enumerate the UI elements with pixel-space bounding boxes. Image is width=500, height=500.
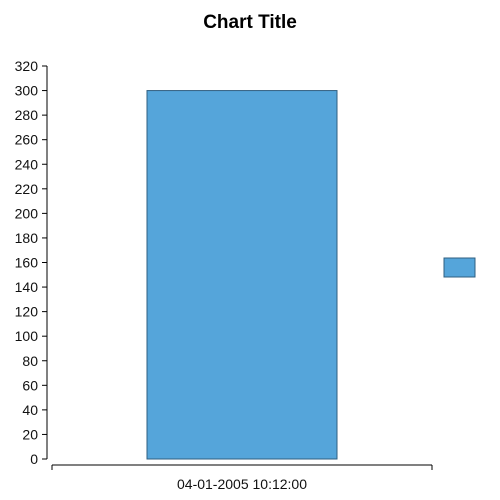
y-tick-label: 220	[15, 181, 39, 197]
y-tick-label: 140	[15, 279, 39, 295]
x-axis-ticks: 04-01-2005 10:12:00	[52, 465, 432, 492]
y-tick-label: 280	[15, 107, 39, 123]
y-tick-label: 300	[15, 83, 39, 99]
y-tick-label: 240	[15, 156, 39, 172]
y-tick-label: 120	[15, 304, 39, 320]
legend-swatch	[444, 258, 475, 277]
y-tick-label: 260	[15, 132, 39, 148]
y-tick-label: 0	[30, 451, 38, 467]
y-tick-label: 40	[22, 402, 38, 418]
bars	[147, 91, 337, 459]
y-tick-label: 200	[15, 205, 39, 221]
y-tick-label: 320	[15, 58, 39, 74]
x-tick-label: 04-01-2005 10:12:00	[177, 476, 307, 492]
y-tick-label: 100	[15, 328, 39, 344]
y-tick-label: 80	[22, 353, 38, 369]
bar	[147, 91, 337, 459]
y-tick-label: 20	[22, 426, 38, 442]
y-axis-ticks: 0 20 40 60 80 100 120 140 160 180 200 220 240 260 280 3…	[15, 58, 47, 467]
legend	[444, 258, 475, 277]
y-tick-label: 180	[15, 230, 39, 246]
y-tick-label: 60	[22, 377, 38, 393]
y-tick-label: 160	[15, 255, 39, 271]
